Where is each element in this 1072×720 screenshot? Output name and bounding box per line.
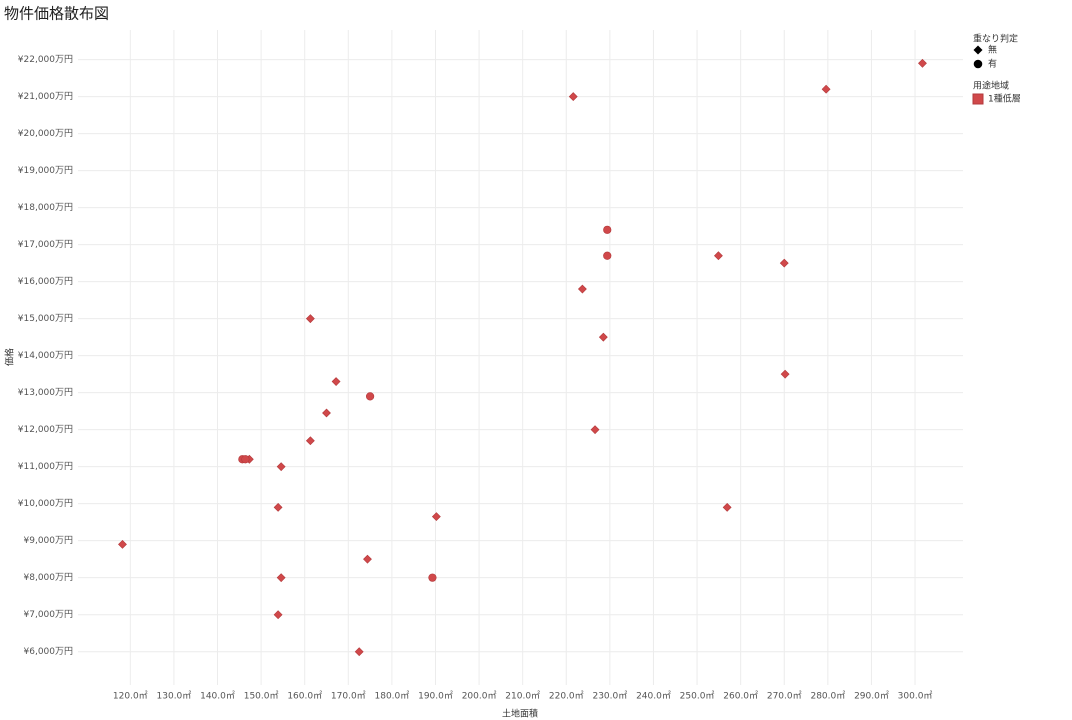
point [714, 251, 723, 261]
x-axis-label: 土地面積 [502, 708, 538, 720]
point [722, 502, 732, 512]
point [780, 369, 790, 379]
x-tick-label: 280.0㎡ [810, 691, 845, 702]
x-tick-label: 150.0㎡ [244, 691, 279, 702]
point [598, 332, 608, 342]
point [241, 455, 250, 464]
x-tick-label: 260.0㎡ [723, 691, 758, 702]
point [603, 225, 612, 234]
y-tick-label: ¥18,000万円 [18, 202, 73, 213]
point [779, 258, 789, 268]
y-tick-label: ¥22,000万円 [18, 54, 73, 65]
point [354, 647, 364, 657]
y-tick-label: ¥21,000万円 [18, 91, 73, 102]
point [918, 58, 927, 68]
point [305, 436, 315, 446]
y-tick-label: ¥20,000万円 [18, 128, 73, 139]
x-tick-label: 120.0㎡ [113, 691, 148, 702]
legend-label: 有 [988, 58, 997, 70]
x-tick-label: 160.0㎡ [287, 691, 322, 702]
point [577, 284, 587, 294]
point [365, 392, 375, 401]
point [590, 425, 600, 435]
x-tick-label: 250.0㎡ [680, 691, 715, 702]
x-tick-label: 270.0㎡ [767, 691, 802, 702]
x-tick-label: 220.0㎡ [549, 691, 584, 702]
legend-symbol [973, 45, 983, 55]
x-tick-label: 140.0㎡ [200, 691, 235, 702]
x-tick-label: 200.0㎡ [462, 691, 497, 702]
x-tick-label: 170.0㎡ [331, 691, 366, 702]
legend-label: 1種低層 [988, 93, 1021, 105]
x-tick-label: 180.0㎡ [375, 691, 410, 702]
x-tick-label: 240.0㎡ [636, 691, 671, 702]
x-tick-label: 290.0㎡ [854, 691, 889, 702]
point [431, 512, 441, 522]
point [118, 539, 127, 549]
y-tick-label: ¥9,000万円 [24, 535, 74, 546]
y-tick-label: ¥7,000万円 [24, 609, 74, 620]
point [273, 502, 283, 512]
y-tick-label: ¥12,000万円 [18, 424, 73, 435]
y-tick-label: ¥15,000万円 [18, 313, 73, 324]
point [428, 573, 437, 582]
x-tick-label: 130.0㎡ [157, 691, 192, 702]
legend-symbol [972, 93, 984, 105]
x-tick-label: 190.0㎡ [418, 691, 453, 702]
point [273, 610, 283, 620]
point [603, 251, 612, 260]
y-tick-label: ¥16,000万円 [18, 276, 73, 287]
point [363, 554, 372, 564]
point [568, 92, 578, 102]
y-tick-label: ¥6,000万円 [24, 646, 74, 657]
point [331, 377, 341, 386]
legend-title: 用途地域 [973, 80, 1009, 92]
legend-symbol [973, 59, 983, 69]
y-tick-label: ¥11,000万円 [18, 461, 73, 472]
x-tick-label: 230.0㎡ [592, 691, 627, 702]
legend-label: 無 [988, 44, 997, 56]
point [821, 84, 831, 94]
point [276, 462, 286, 472]
legend-title: 重なり判定 [973, 33, 1018, 45]
chart-title: 物件価格散布図 [4, 5, 109, 23]
y-tick-label: ¥10,000万円 [18, 498, 73, 509]
y-tick-label: ¥13,000万円 [18, 387, 73, 398]
x-tick-label: 300.0㎡ [898, 691, 933, 702]
y-tick-label: ¥8,000万円 [24, 572, 74, 583]
y-tick-label: ¥17,000万円 [18, 239, 73, 250]
y-axis-label: 価格 [4, 348, 16, 366]
point [322, 408, 331, 418]
y-tick-label: ¥14,000万円 [18, 350, 73, 361]
point [276, 573, 286, 583]
y-tick-label: ¥19,000万円 [18, 165, 73, 176]
x-tick-label: 210.0㎡ [505, 691, 540, 702]
point [305, 314, 315, 324]
